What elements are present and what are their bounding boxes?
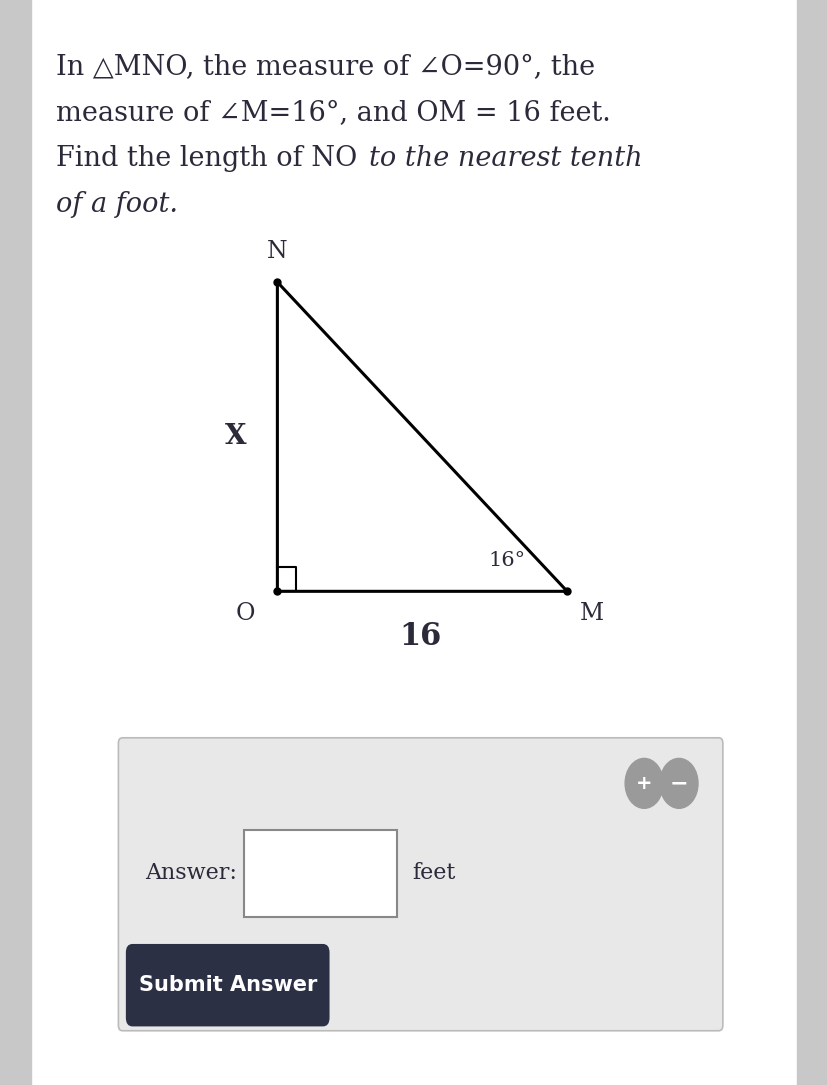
Text: N: N [267,240,287,263]
FancyBboxPatch shape [118,738,722,1031]
Text: 16: 16 [399,621,442,652]
Text: 16°: 16° [488,550,525,570]
Text: to the nearest tenth: to the nearest tenth [369,145,642,173]
Text: feet: feet [412,863,455,884]
Bar [796,0,827,1085]
FancyBboxPatch shape [126,944,329,1026]
Text: Answer:: Answer: [145,863,237,884]
Circle shape [624,758,662,808]
Text: −: − [669,774,687,793]
Text: +: + [635,774,652,793]
Text: In △MNO, the measure of ∠O=90°, the: In △MNO, the measure of ∠O=90°, the [56,54,595,81]
Text: M: M [579,602,603,625]
Circle shape [659,758,697,808]
Text: of a foot.: of a foot. [56,191,178,218]
Bar [244,830,397,917]
Bar [0,0,31,1085]
Text: Submit Answer: Submit Answer [138,975,317,995]
Text: measure of ∠M=16°, and OM = 16 feet.: measure of ∠M=16°, and OM = 16 feet. [56,100,610,127]
Text: X: X [225,423,246,449]
Text: O: O [235,602,255,625]
Text: Find the length of NO: Find the length of NO [56,145,366,173]
